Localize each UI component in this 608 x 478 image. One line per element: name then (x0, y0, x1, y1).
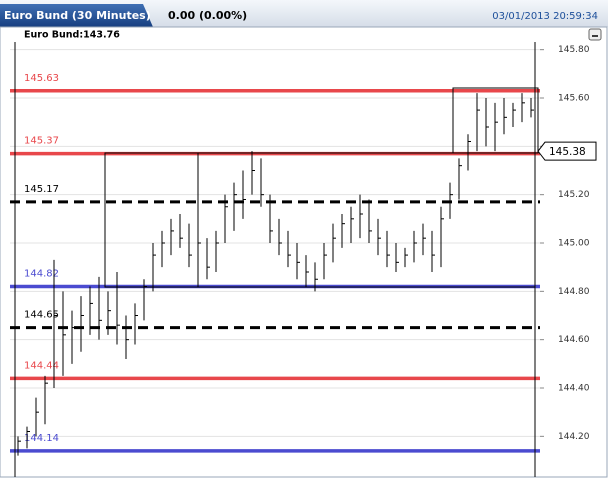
level-label: 144.65 (24, 310, 59, 321)
y-tick-label: 144.20 (558, 432, 590, 442)
last-price-tag (537, 141, 597, 161)
chart-title: Euro Bund (30 Minutes) (4, 9, 151, 22)
last-price-label: 145.38 (549, 146, 586, 158)
timestamp: 03/01/2013 20:59:34 (492, 11, 598, 22)
y-tick-label: 145.80 (558, 45, 590, 55)
title-tab (0, 4, 153, 27)
level-label: 144.82 (24, 269, 59, 280)
level-label: 145.37 (24, 136, 59, 147)
y-tick-label: 144.40 (558, 384, 590, 394)
y-tick-label: 145.60 (558, 94, 590, 104)
y-tick-label: 144.80 (558, 287, 590, 297)
y-tick-label: 145.00 (558, 239, 590, 249)
y-tick-label: 144.60 (558, 335, 590, 345)
level-label: 145.63 (24, 73, 59, 84)
range-box (452, 87, 539, 154)
change: 0.00 (0.00%) (168, 9, 247, 22)
minimize-button[interactable] (588, 28, 602, 41)
level-label: 145.17 (24, 184, 59, 195)
range-box (104, 152, 536, 288)
y-tick-label: 145.20 (558, 190, 590, 200)
subtitle: Euro Bund:143.76 (24, 30, 120, 41)
level-label: 144.44 (24, 360, 59, 371)
level-label: 144.14 (24, 433, 59, 444)
panel (0, 26, 608, 478)
